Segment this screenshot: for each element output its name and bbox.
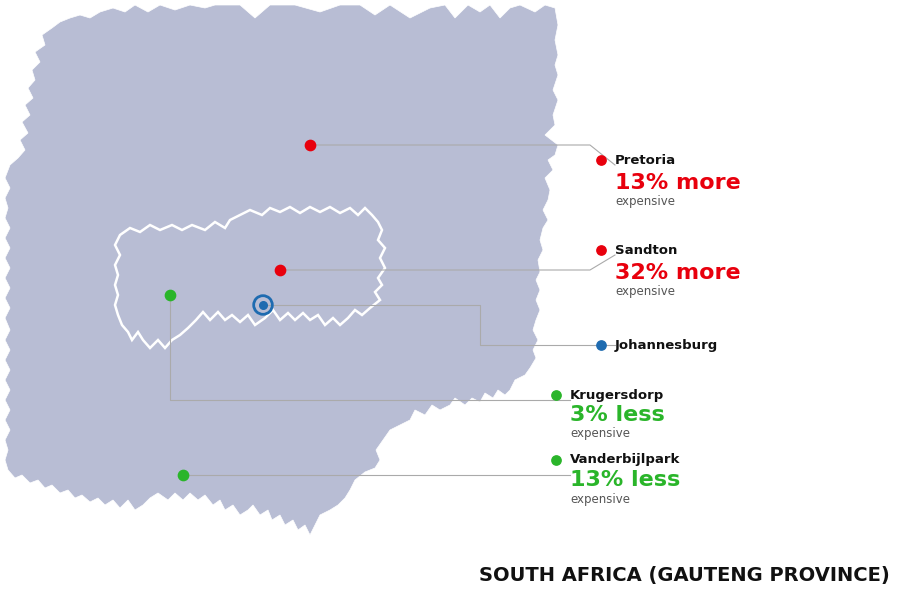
Point [273, 265, 287, 275]
Point [594, 340, 608, 350]
Text: Johannesburg: Johannesburg [615, 338, 718, 352]
Point [176, 470, 190, 480]
Point [549, 390, 563, 400]
Text: Pretoria: Pretoria [615, 154, 676, 166]
Point [594, 155, 608, 165]
Polygon shape [5, 5, 558, 535]
Text: expensive: expensive [570, 493, 630, 505]
Text: Sandton: Sandton [615, 244, 678, 257]
Point [256, 300, 270, 310]
Text: 13% less: 13% less [570, 470, 680, 490]
Point [256, 300, 270, 310]
Text: 32% more: 32% more [615, 263, 741, 283]
Text: expensive: expensive [570, 427, 630, 440]
Text: SOUTH AFRICA (GAUTENG PROVINCE): SOUTH AFRICA (GAUTENG PROVINCE) [479, 566, 890, 585]
Point [163, 290, 177, 300]
Text: expensive: expensive [615, 196, 675, 208]
Point [302, 140, 317, 150]
Point [549, 455, 563, 465]
Text: Krugersdorp: Krugersdorp [570, 389, 664, 401]
Text: expensive: expensive [615, 286, 675, 298]
Text: 13% more: 13% more [615, 173, 741, 193]
Text: 3% less: 3% less [570, 405, 665, 425]
Text: Vanderbijlpark: Vanderbijlpark [570, 454, 680, 467]
Point [594, 245, 608, 255]
